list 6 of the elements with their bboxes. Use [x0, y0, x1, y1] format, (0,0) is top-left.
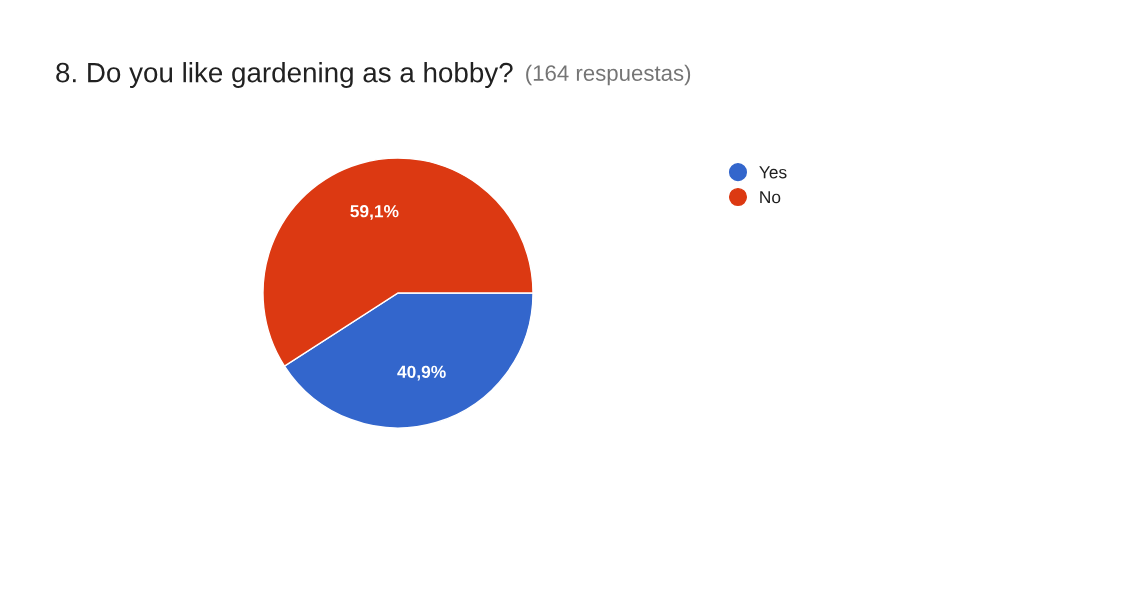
chart-subtitle: (164 respuestas) — [526, 64, 691, 86]
legend-label: No — [760, 191, 781, 204]
legend-label: Yes — [759, 166, 787, 179]
data-label: 59,1% — [350, 205, 399, 220]
chart-title: 8. Do you like gardening as a hobby? — [56, 62, 513, 88]
data-label: 40,9% — [397, 365, 446, 381]
